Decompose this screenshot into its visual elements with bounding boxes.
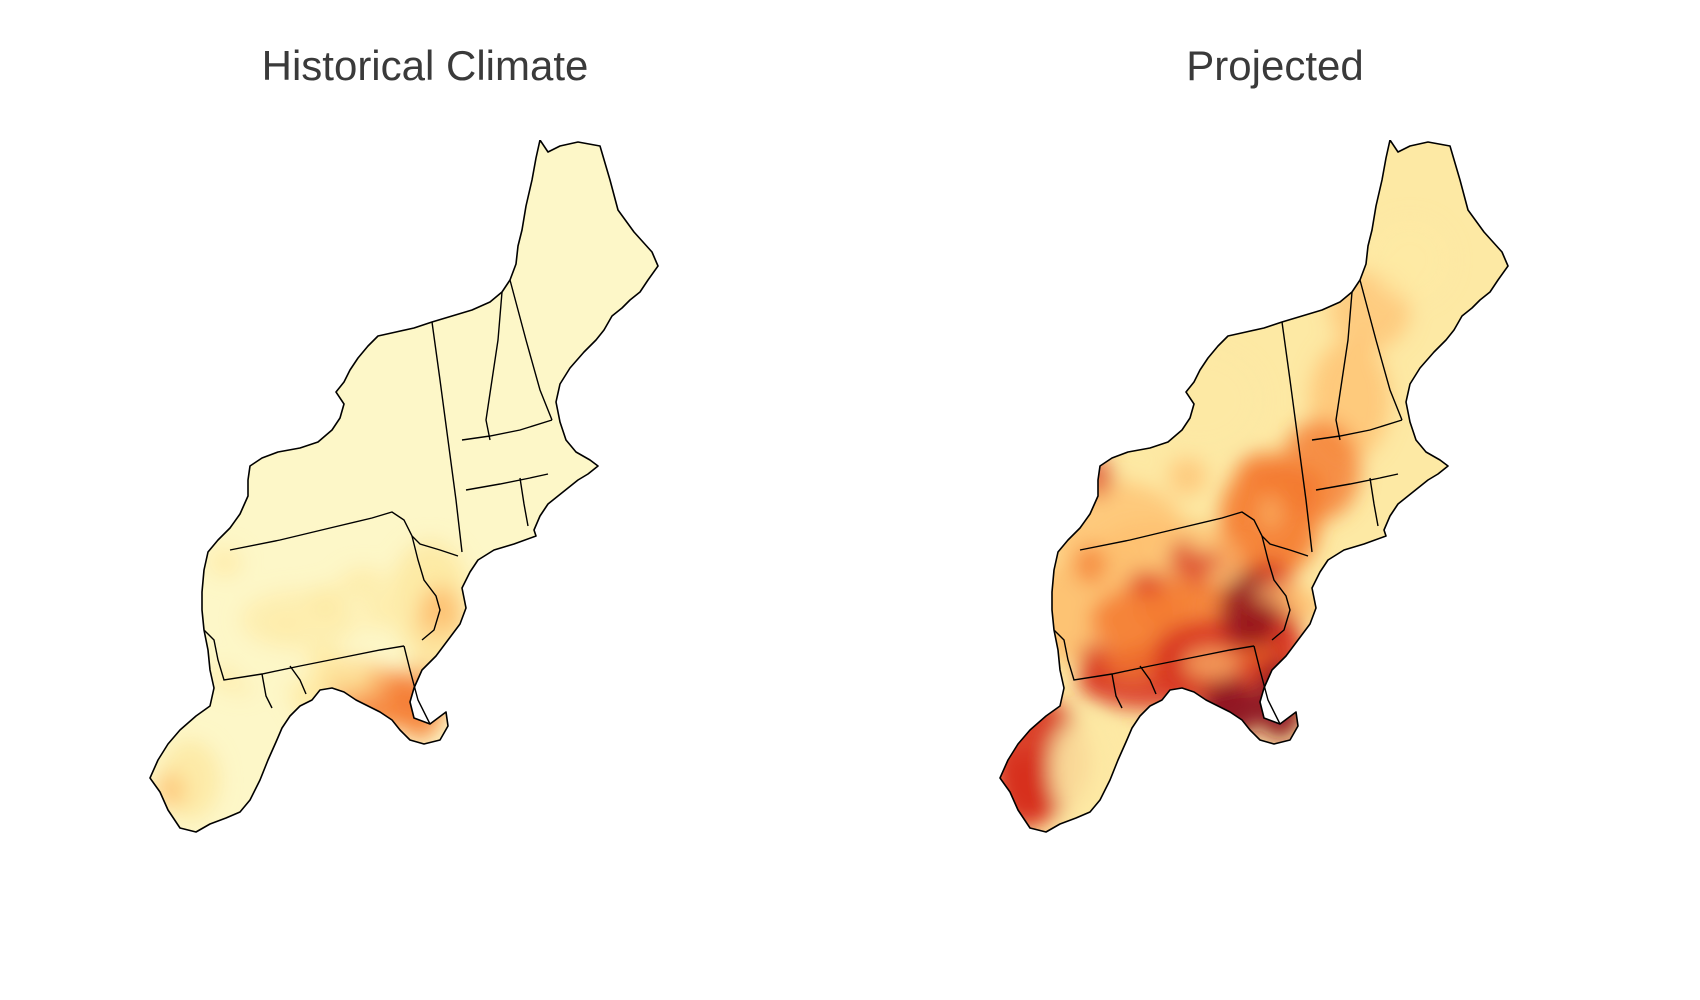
panel-historical: Historical Climate [0, 42, 850, 960]
panel-title-projected: Projected [1186, 42, 1364, 89]
state-border [1139, 665, 1157, 695]
heat-patch [287, 679, 333, 702]
heat-patch [1262, 497, 1279, 530]
state-border [289, 665, 307, 695]
region-outline [999, 140, 1509, 833]
heat-patch [1000, 750, 1055, 830]
heat-patch [1169, 539, 1196, 581]
state-border [1359, 279, 1403, 421]
state-border [461, 419, 553, 441]
heat-patch [226, 681, 255, 695]
state-border [519, 477, 529, 527]
map-svg-historical [149, 140, 659, 833]
state-border [1335, 291, 1353, 441]
state-border [1281, 321, 1313, 553]
state-border [411, 535, 441, 641]
map-fill-historical [150, 140, 658, 832]
map-borders-historical [149, 140, 659, 833]
state-border [403, 645, 431, 725]
heat-patch [308, 584, 345, 624]
heat-patch [363, 595, 393, 630]
state-border [1261, 535, 1291, 641]
heat-patch [1236, 451, 1292, 490]
heat-patch [1215, 540, 1245, 582]
heat-patch [1080, 457, 1113, 497]
heat-patch [421, 558, 463, 584]
heat-patch [393, 574, 414, 599]
state-border [431, 321, 463, 553]
map-svg-projected [999, 140, 1509, 833]
heat-patch [1168, 456, 1207, 496]
state-border [485, 291, 503, 441]
panel-projected: Projected [850, 0, 1700, 1000]
state-border [261, 673, 273, 709]
heat-patch [1370, 220, 1450, 300]
region-base [150, 140, 658, 832]
heat-patch [338, 567, 389, 601]
state-border [509, 279, 553, 421]
heat-patch [1190, 558, 1207, 590]
heat-patch [206, 547, 243, 578]
heat-patch [1138, 594, 1180, 628]
heat-patch [1140, 350, 1260, 450]
map-projected [850, 140, 1700, 960]
state-border [229, 511, 459, 557]
heat-patch [1104, 645, 1158, 678]
heat-patch [403, 659, 439, 678]
heat-patch [1287, 667, 1311, 694]
heat-patch [1050, 720, 1110, 820]
heat-patch [1287, 468, 1324, 503]
state-border [1111, 673, 1123, 709]
state-border [465, 473, 549, 491]
heat-patch [1182, 647, 1239, 681]
heat-patch [265, 615, 307, 632]
heat-patch [336, 665, 369, 684]
state-border [1253, 645, 1281, 725]
map-historical [0, 140, 850, 960]
heat-patch [1127, 571, 1167, 596]
region-outline [149, 140, 659, 833]
heat-patch [1077, 652, 1109, 696]
heat-patch [1286, 595, 1331, 620]
heat-patch [1074, 544, 1107, 585]
heat-patch [1230, 645, 1277, 661]
panel-title-historical: Historical Climate [261, 42, 589, 89]
heat-patch [1290, 686, 1315, 706]
map-borders-projected [999, 140, 1509, 833]
state-border [1315, 473, 1399, 491]
state-border [1311, 419, 1403, 441]
state-border [1079, 511, 1309, 557]
state-border [1369, 477, 1379, 527]
